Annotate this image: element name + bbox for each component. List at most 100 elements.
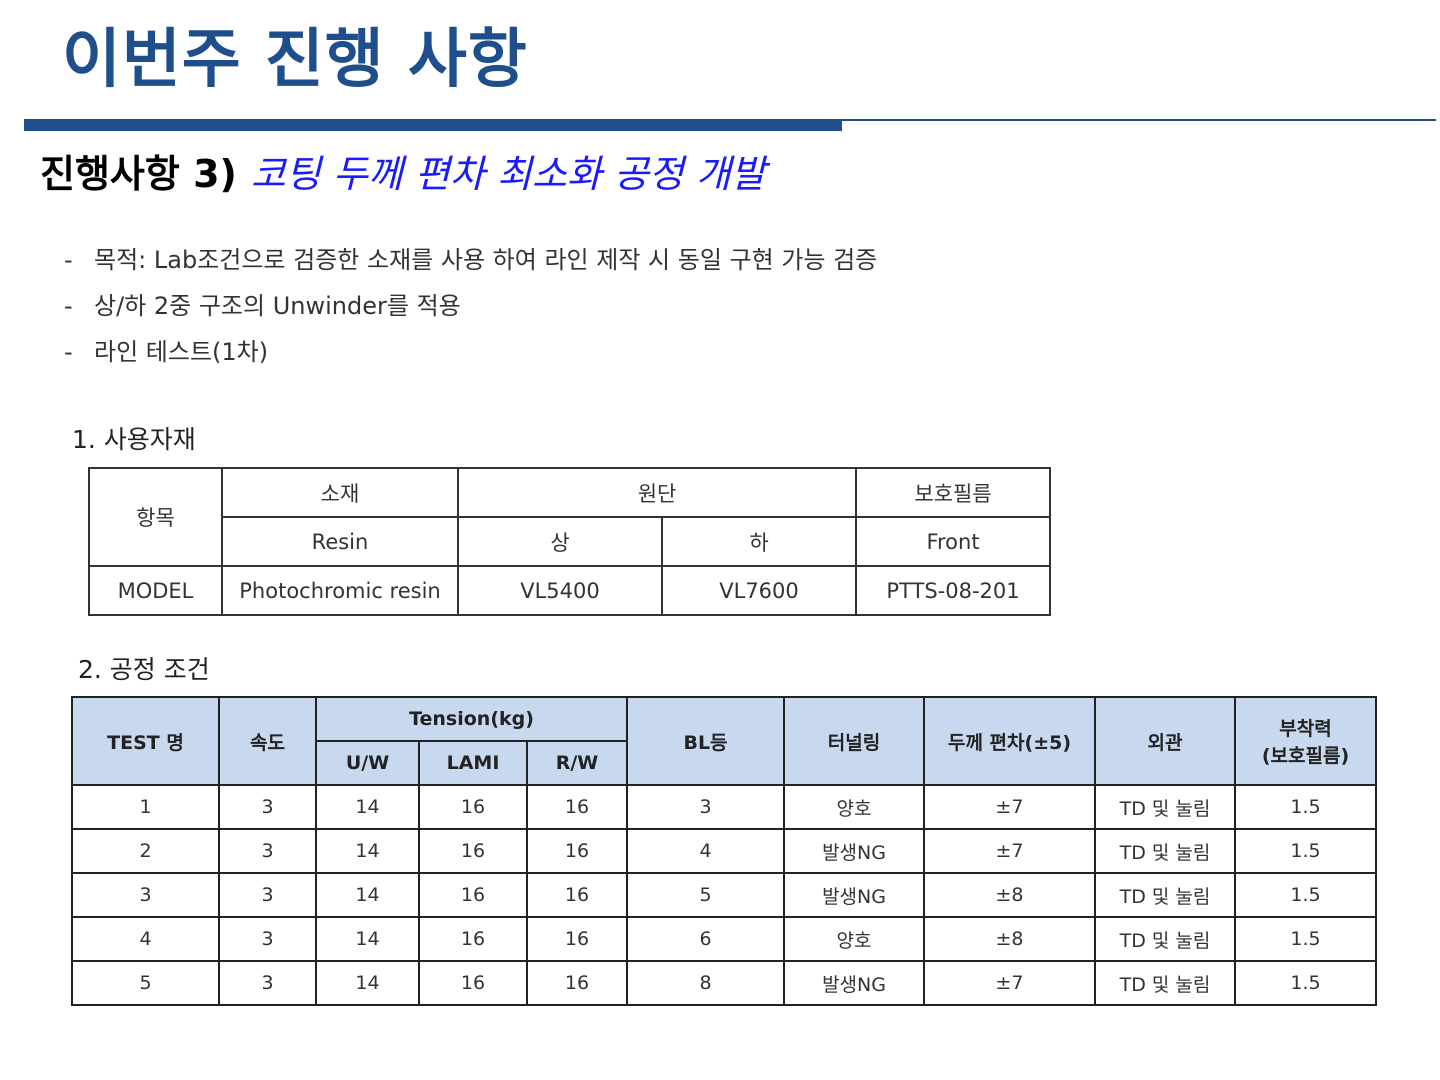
cell-bl: 8 — [626, 960, 786, 1006]
header-front: Front — [855, 516, 1052, 567]
process-label: 2. 공정 조건 — [78, 655, 210, 684]
materials-label: 1. 사용자재 — [72, 425, 196, 454]
header-material: 소재 — [221, 467, 459, 518]
cell-bl: 5 — [626, 872, 786, 918]
cell-adhesion: 1.5 — [1234, 828, 1378, 874]
cell-thickness: ±8 — [923, 916, 1097, 962]
header-test: TEST 명 — [71, 696, 220, 786]
cell-thickness: ±8 — [923, 872, 1097, 918]
cell-rw: 16 — [525, 916, 629, 962]
section-heading-topic: 코팅 두께 편차 최소화 공정 개발 — [250, 152, 766, 196]
page-title: 이번주 진행 사항 — [62, 23, 528, 97]
process-table: TEST 명 속도 Tension(kg) BL등 터널링 두께 편차(±5) … — [71, 696, 1378, 1006]
cell-speed: 3 — [218, 872, 317, 918]
cell-speed: 3 — [218, 916, 317, 962]
cell-appearance: TD 및 눌림 — [1094, 828, 1237, 874]
cell-model-label: MODEL — [88, 565, 223, 616]
cell-lami: 16 — [418, 960, 528, 1006]
cell-uw: 14 — [315, 872, 420, 918]
header-bl: BL등 — [626, 696, 786, 786]
cell-lami: 16 — [418, 872, 528, 918]
cell-resin: Photochromic resin — [221, 565, 459, 616]
cell-lami: 16 — [418, 916, 528, 962]
cell-speed: 3 — [218, 828, 317, 874]
cell-test: 2 — [71, 828, 220, 874]
process-header-row: TEST 명 속도 Tension(kg) BL등 터널링 두께 편차(±5) … — [71, 696, 1378, 786]
cell-lower: VL7600 — [660, 565, 858, 616]
bullet-item: - 목적: Lab조건으로 검증한 소재를 사용 하여 라인 제작 시 동일 구현… — [64, 246, 878, 274]
cell-rw: 16 — [525, 960, 629, 1006]
cell-tunneling: 양호 — [783, 916, 926, 962]
cell-thickness: ±7 — [923, 960, 1097, 1006]
cell-adhesion: 1.5 — [1234, 960, 1378, 1006]
cell-uw: 14 — [315, 784, 420, 830]
bullet-text: 상/하 2중 구조의 Unwinder를 적용 — [94, 292, 461, 320]
cell-lami: 16 — [418, 828, 528, 874]
cell-bl: 6 — [626, 916, 786, 962]
cell-appearance: TD 및 눌림 — [1094, 916, 1237, 962]
section-heading-lead: 진행사항 3) — [40, 152, 237, 196]
header-resin: Resin — [221, 516, 459, 567]
cell-speed: 3 — [218, 784, 317, 830]
cell-rw: 16 — [525, 828, 629, 874]
header-rw: R/W — [525, 740, 629, 786]
process-subheader-row: U/W LAMI R/W — [72, 740, 1376, 786]
cell-appearance: TD 및 눌림 — [1094, 784, 1237, 830]
bullet-list: - 목적: Lab조건으로 검증한 소재를 사용 하여 라인 제작 시 동일 구현… — [64, 240, 877, 378]
header-item: 항목 — [88, 467, 223, 567]
header-lami: LAMI — [418, 740, 528, 786]
cell-adhesion: 1.5 — [1234, 784, 1378, 830]
cell-tunneling: 발생NG — [783, 872, 926, 918]
cell-rw: 16 — [525, 872, 629, 918]
header-tunneling: 터널링 — [783, 696, 926, 786]
header-thickness: 두께 편차(±5) — [923, 696, 1097, 786]
bullet-item: - 라인 테스트(1차) — [64, 338, 269, 366]
header-adhesion-line1: 부착력 — [1279, 718, 1332, 740]
cell-test: 4 — [71, 916, 220, 962]
header-adhesion: 부착력 (보호필름) — [1234, 696, 1378, 786]
cell-uw: 14 — [315, 916, 420, 962]
cell-lami: 16 — [418, 784, 528, 830]
cell-bl: 4 — [626, 828, 786, 874]
cell-adhesion: 1.5 — [1234, 916, 1378, 962]
header-fabric: 원단 — [456, 467, 858, 518]
cell-tunneling: 발생NG — [783, 960, 926, 1006]
cell-speed: 3 — [218, 960, 317, 1006]
cell-bl: 3 — [626, 784, 786, 830]
header-uw: U/W — [315, 740, 420, 786]
cell-appearance: TD 및 눌림 — [1094, 872, 1237, 918]
cell-test: 5 — [71, 960, 220, 1006]
header-lower: 하 — [660, 516, 858, 567]
cell-test: 1 — [71, 784, 220, 830]
header-adhesion-line2: (보호필름) — [1261, 745, 1350, 767]
table-row: 4 3 14 16 16 6 양호 ±8 TD 및 눌림 1.5 — [71, 916, 1378, 962]
header-speed: 속도 — [218, 696, 317, 786]
cell-uw: 14 — [315, 960, 420, 1006]
cell-appearance: TD 및 눌림 — [1094, 960, 1237, 1006]
header-appearance: 외관 — [1094, 696, 1237, 786]
table-row: 3 3 14 16 16 5 발생NG ±8 TD 및 눌림 1.5 — [71, 872, 1378, 918]
section-heading: 진행사항 3) 코팅 두께 편차 최소화 공정 개발 — [40, 150, 766, 199]
header-tension: Tension(kg) — [314, 696, 629, 742]
cell-thickness: ±7 — [923, 828, 1097, 874]
cell-adhesion: 1.5 — [1234, 872, 1378, 918]
cell-rw: 16 — [525, 784, 629, 830]
cell-thickness: ±7 — [923, 784, 1097, 830]
header-upper: 상 — [457, 516, 663, 567]
cell-upper: VL5400 — [457, 565, 663, 616]
cell-test: 3 — [71, 872, 220, 918]
bullet-item: - 상/하 2중 구조의 Unwinder를 적용 — [64, 292, 461, 320]
table-row: 1 3 14 16 16 3 양호 ±7 TD 및 눌림 1.5 — [71, 784, 1378, 830]
materials-subheader-row: Resin 상 하 Front — [89, 516, 1052, 567]
materials-table: 항목 소재 원단 보호필름 Resin 상 하 Front MODEL Phot… — [88, 467, 1052, 616]
cell-front: PTTS-08-201 — [855, 565, 1052, 616]
cell-tunneling: 발생NG — [783, 828, 926, 874]
title-underline-thick — [24, 120, 842, 131]
table-row: 2 3 14 16 16 4 발생NG ±7 TD 및 눌림 1.5 — [71, 828, 1378, 874]
bullet-text: 라인 테스트(1차) — [94, 338, 269, 366]
bullet-text: 목적: Lab조건으로 검증한 소재를 사용 하여 라인 제작 시 동일 구현 … — [94, 246, 878, 274]
cell-uw: 14 — [315, 828, 420, 874]
table-row: 5 3 14 16 16 8 발생NG ±7 TD 및 눌림 1.5 — [71, 960, 1378, 1006]
cell-tunneling: 양호 — [783, 784, 926, 830]
materials-header-row: 항목 소재 원단 보호필름 — [88, 467, 1052, 567]
